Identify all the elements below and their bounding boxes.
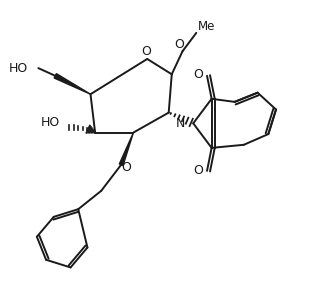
Text: N: N (175, 117, 185, 130)
Text: O: O (194, 68, 204, 81)
Text: O: O (141, 45, 151, 58)
Text: HO: HO (8, 62, 28, 75)
Polygon shape (54, 74, 91, 94)
Text: O: O (121, 161, 131, 174)
Polygon shape (119, 132, 133, 165)
Text: HO: HO (41, 116, 60, 129)
Text: O: O (174, 38, 184, 51)
Text: Me: Me (198, 20, 215, 33)
Text: O: O (194, 164, 204, 177)
